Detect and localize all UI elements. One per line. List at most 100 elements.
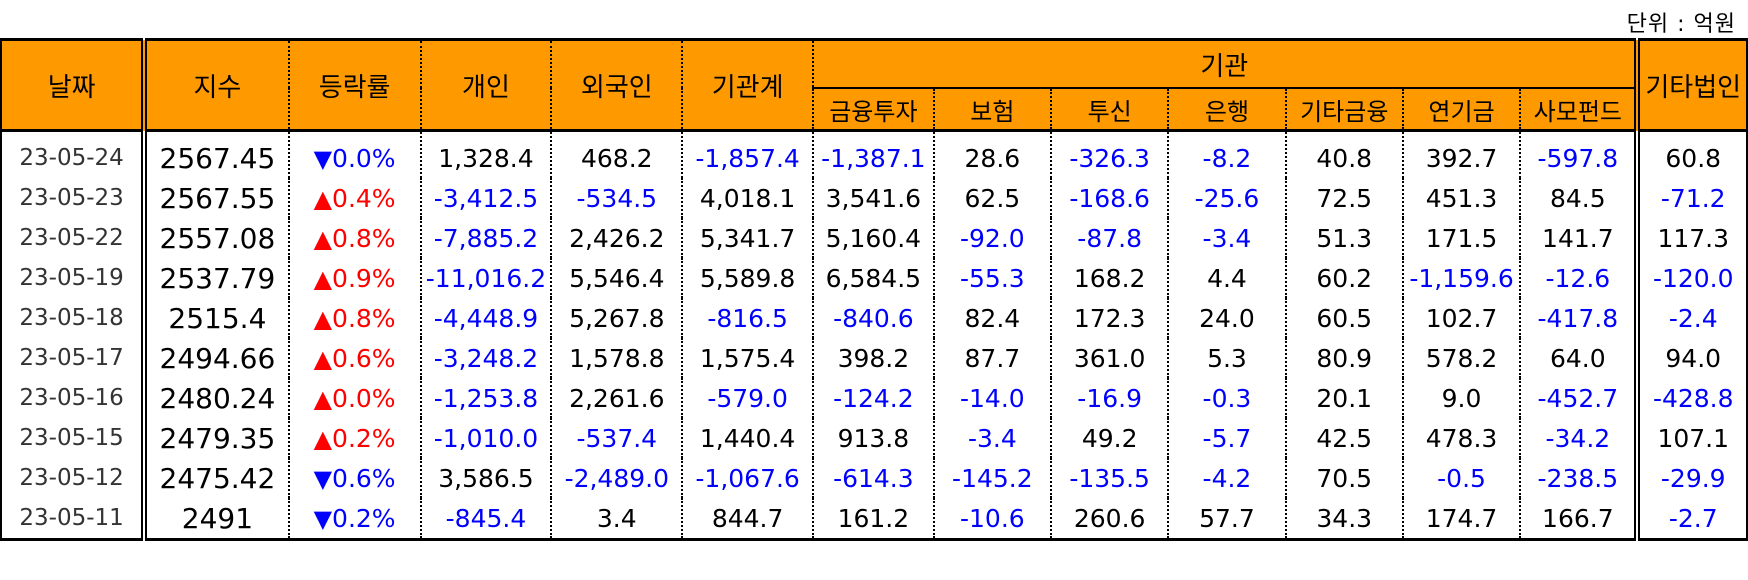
cell-date: 23-05-15 <box>0 418 148 458</box>
cell-other-corp: 60.8 <box>1634 129 1748 178</box>
cell-insurance: -55.3 <box>932 258 1051 298</box>
cell-foreign: -534.5 <box>550 178 683 218</box>
up-triangle-icon: ▲ <box>313 424 333 453</box>
cell-individual: -7,885.2 <box>419 218 552 258</box>
cell-foreign: 1,578.8 <box>550 338 683 378</box>
down-triangle-icon: ▼ <box>313 464 333 493</box>
cell-other-finance: 72.5 <box>1284 178 1403 218</box>
up-triangle-icon: ▲ <box>313 224 333 253</box>
cell-private-fund: -452.7 <box>1519 378 1638 418</box>
cell-financial-investment: -614.3 <box>812 458 934 498</box>
up-triangle-icon: ▲ <box>313 344 333 373</box>
header-foreign: 외국인 <box>550 38 683 131</box>
cell-change: ▲0.2% <box>287 418 421 458</box>
cell-private-fund: 141.7 <box>1519 218 1638 258</box>
cell-individual: -3,412.5 <box>419 178 552 218</box>
cell-financial-investment: -840.6 <box>812 298 934 338</box>
header-financial-investment: 금융투자 <box>812 87 934 131</box>
cell-pension: 578.2 <box>1401 338 1521 378</box>
cell-investment-trust: -168.6 <box>1049 178 1169 218</box>
cell-financial-investment: 913.8 <box>812 418 934 458</box>
cell-date: 23-05-22 <box>0 218 148 258</box>
cell-investment-trust: 49.2 <box>1049 418 1169 458</box>
cell-private-fund: -34.2 <box>1519 418 1638 458</box>
cell-change: ▲0.8% <box>287 218 421 258</box>
cell-change: ▼0.6% <box>287 458 421 498</box>
header-individual: 개인 <box>419 38 552 131</box>
cell-institution-total: 844.7 <box>681 498 814 541</box>
cell-foreign: 2,261.6 <box>550 378 683 418</box>
table-row: 23-05-18 2515.4 ▲0.8% -4,448.9 5,267.8 -816.5… <box>0 298 1748 338</box>
cell-private-fund: -12.6 <box>1519 258 1638 298</box>
down-triangle-icon: ▼ <box>313 144 333 173</box>
cell-private-fund: -417.8 <box>1519 298 1638 338</box>
cell-institution-total: 1,575.4 <box>681 338 814 378</box>
cell-foreign: 2,426.2 <box>550 218 683 258</box>
cell-bank: 5.3 <box>1167 338 1286 378</box>
cell-date: 23-05-11 <box>0 498 148 541</box>
cell-change: ▲0.8% <box>287 298 421 338</box>
cell-other-corp: -2.7 <box>1634 498 1748 541</box>
cell-date: 23-05-23 <box>0 178 148 218</box>
header-investment-trust: 투신 <box>1049 87 1169 131</box>
header-insurance: 보험 <box>932 87 1051 131</box>
cell-investment-trust: 172.3 <box>1049 298 1169 338</box>
cell-foreign: 3.4 <box>550 498 683 541</box>
cell-bank: -3.4 <box>1167 218 1286 258</box>
cell-index: 2479.35 <box>143 418 289 458</box>
table-row: 23-05-16 2480.24 ▲0.0% -1,253.8 2,261.6 -579.… <box>0 378 1748 418</box>
header-bank: 은행 <box>1167 87 1286 131</box>
cell-change: ▲0.4% <box>287 178 421 218</box>
cell-date: 23-05-19 <box>0 258 148 298</box>
cell-other-finance: 70.5 <box>1284 458 1403 498</box>
cell-bank: -8.2 <box>1167 129 1286 178</box>
cell-pension: 174.7 <box>1401 498 1521 541</box>
cell-index: 2567.55 <box>143 178 289 218</box>
cell-financial-investment: 398.2 <box>812 338 934 378</box>
cell-individual: -845.4 <box>419 498 552 541</box>
cell-individual: -3,248.2 <box>419 338 552 378</box>
cell-bank: 4.4 <box>1167 258 1286 298</box>
cell-foreign: 5,546.4 <box>550 258 683 298</box>
cell-other-corp: -71.2 <box>1634 178 1748 218</box>
cell-change: ▲0.9% <box>287 258 421 298</box>
cell-investment-trust: -326.3 <box>1049 129 1169 178</box>
table-row: 23-05-11 2491 ▼0.2% -845.4 3.4 844.7 161.2 -10.… <box>0 498 1748 541</box>
cell-individual: 1,328.4 <box>419 129 552 178</box>
cell-insurance: -14.0 <box>932 378 1051 418</box>
header-private-fund: 사모펀드 <box>1519 87 1638 131</box>
cell-institution-total: 5,589.8 <box>681 258 814 298</box>
cell-index: 2491 <box>143 498 289 541</box>
cell-investment-trust: -135.5 <box>1049 458 1169 498</box>
cell-index: 2557.08 <box>143 218 289 258</box>
cell-other-corp: 94.0 <box>1634 338 1748 378</box>
cell-institution-total: -1,067.6 <box>681 458 814 498</box>
cell-investment-trust: 361.0 <box>1049 338 1169 378</box>
change-value: 0.0% <box>332 143 396 173</box>
cell-insurance: 82.4 <box>932 298 1051 338</box>
change-value: 0.6% <box>332 463 396 493</box>
cell-individual: -1,010.0 <box>419 418 552 458</box>
cell-individual: -1,253.8 <box>419 378 552 418</box>
cell-institution-total: -579.0 <box>681 378 814 418</box>
cell-foreign: -537.4 <box>550 418 683 458</box>
cell-other-finance: 51.3 <box>1284 218 1403 258</box>
header-other-finance: 기타금융 <box>1284 87 1403 131</box>
cell-index: 2475.42 <box>143 458 289 498</box>
change-value: 0.8% <box>332 303 396 333</box>
cell-insurance: 28.6 <box>932 129 1051 178</box>
table-row: 23-05-17 2494.66 ▲0.6% -3,248.2 1,578.8 1,575… <box>0 338 1748 378</box>
unit-label: 단위 : 억원 <box>1626 12 1736 37</box>
cell-insurance: 87.7 <box>932 338 1051 378</box>
header-index: 지수 <box>143 38 289 131</box>
cell-insurance: -10.6 <box>932 498 1051 541</box>
cell-bank: 24.0 <box>1167 298 1286 338</box>
change-value: 0.8% <box>332 223 396 253</box>
cell-bank: -0.3 <box>1167 378 1286 418</box>
cell-other-corp: -2.4 <box>1634 298 1748 338</box>
cell-pension: 478.3 <box>1401 418 1521 458</box>
cell-change: ▼0.2% <box>287 498 421 541</box>
down-triangle-icon: ▼ <box>313 504 333 533</box>
cell-pension: 171.5 <box>1401 218 1521 258</box>
cell-insurance: -3.4 <box>932 418 1051 458</box>
